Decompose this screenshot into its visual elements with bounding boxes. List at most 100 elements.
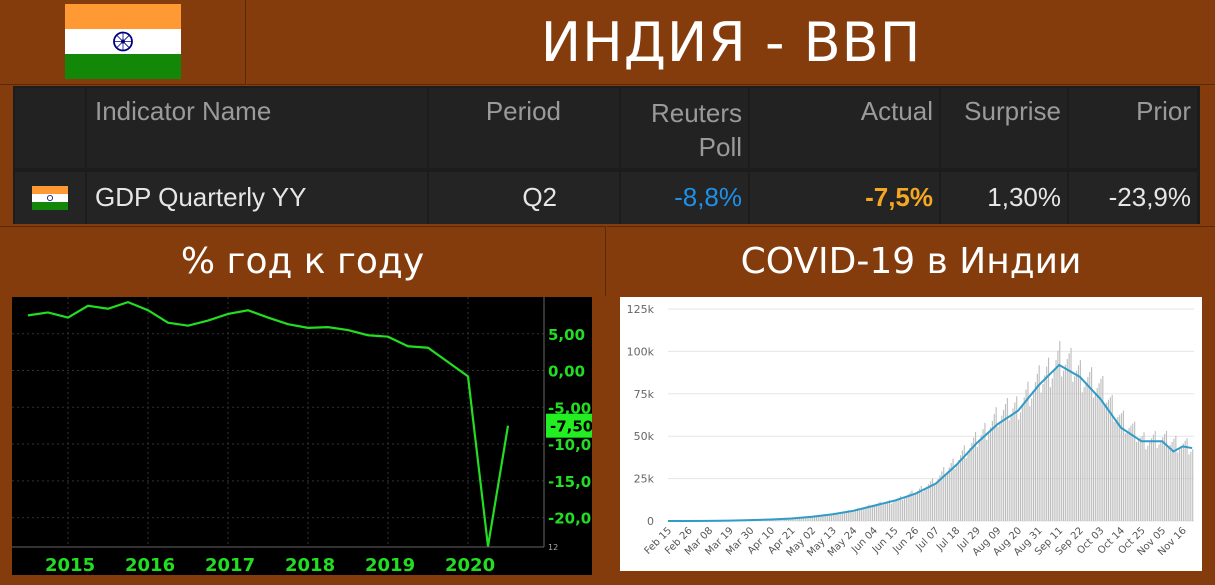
daily-case-bar bbox=[1186, 438, 1188, 521]
daily-case-bar bbox=[1003, 409, 1005, 521]
daily-case-bar bbox=[875, 504, 877, 521]
daily-case-bar bbox=[845, 510, 847, 521]
surprise-value: 1,30% bbox=[941, 172, 1067, 224]
daily-case-bar bbox=[960, 455, 962, 521]
daily-case-bar bbox=[1077, 365, 1080, 521]
daily-case-bar bbox=[1019, 412, 1022, 521]
daily-case-bar bbox=[819, 516, 821, 521]
daily-case-bar bbox=[926, 486, 928, 521]
daily-case-bar bbox=[804, 516, 806, 521]
daily-case-bar bbox=[896, 499, 898, 521]
daily-case-bar bbox=[1081, 392, 1083, 521]
moving-average-line bbox=[668, 363, 1193, 522]
daily-case-bar bbox=[1008, 420, 1010, 521]
daily-case-bar bbox=[924, 489, 926, 521]
daily-case-bar bbox=[1115, 419, 1117, 521]
daily-case-bar bbox=[883, 503, 885, 521]
daily-case-bar bbox=[851, 510, 853, 521]
daily-case-bar bbox=[836, 512, 838, 521]
daily-case-bar bbox=[1010, 414, 1012, 521]
daily-case-bar bbox=[1192, 449, 1194, 521]
daily-case-bar bbox=[892, 502, 894, 521]
daily-case-bar bbox=[1027, 381, 1029, 521]
daily-case-bar bbox=[782, 518, 784, 521]
daily-case-bar bbox=[1055, 360, 1057, 521]
india-flag-small-icon bbox=[32, 186, 68, 210]
daily-case-bar bbox=[1177, 452, 1179, 521]
daily-case-bar bbox=[802, 517, 804, 521]
y-tick-label: 50k bbox=[634, 430, 655, 443]
daily-case-bar bbox=[1139, 437, 1141, 521]
daily-case-bar bbox=[950, 462, 952, 521]
daily-case-bar bbox=[1059, 341, 1061, 521]
daily-case-bar bbox=[787, 518, 789, 521]
daily-case-bar bbox=[1171, 441, 1173, 521]
daily-case-bar bbox=[978, 441, 980, 521]
daily-case-bar bbox=[1083, 387, 1085, 521]
daily-case-bar bbox=[1119, 414, 1121, 521]
daily-case-bar bbox=[1160, 440, 1162, 521]
daily-case-bar bbox=[1042, 384, 1044, 521]
daily-case-bar bbox=[1152, 434, 1154, 521]
daily-case-bar bbox=[931, 478, 934, 521]
daily-case-bar bbox=[997, 426, 999, 521]
daily-case-bar bbox=[821, 515, 823, 521]
daily-case-bar bbox=[1165, 430, 1168, 521]
daily-case-bar bbox=[812, 516, 814, 521]
right-section-title: COVID-19 в Индии bbox=[607, 226, 1215, 296]
corner-label: 12 bbox=[548, 543, 558, 552]
daily-case-bar bbox=[1145, 449, 1147, 521]
daily-case-bar bbox=[1162, 437, 1164, 521]
daily-case-bar bbox=[1062, 370, 1065, 521]
daily-case-bar bbox=[1034, 382, 1037, 521]
daily-case-bar bbox=[894, 501, 896, 521]
daily-case-bar bbox=[1040, 392, 1042, 521]
y-tick-label: 75k bbox=[634, 388, 655, 401]
table-header-flag-cell bbox=[15, 88, 85, 168]
daily-case-bar bbox=[986, 439, 988, 521]
daily-case-bar bbox=[1068, 353, 1070, 521]
column-header-surprise: Surprise bbox=[941, 88, 1067, 168]
daily-case-bar bbox=[1031, 398, 1033, 521]
daily-case-bar bbox=[1180, 446, 1183, 521]
daily-case-bar bbox=[922, 491, 924, 521]
daily-case-bar bbox=[1047, 357, 1050, 521]
daily-case-bar bbox=[830, 514, 832, 521]
daily-case-bar bbox=[1085, 381, 1087, 521]
daily-case-bar bbox=[842, 512, 844, 521]
daily-case-bar bbox=[1006, 398, 1008, 521]
daily-case-bar bbox=[1074, 376, 1076, 521]
reuters-line-2: Poll bbox=[698, 132, 742, 162]
daily-case-bar bbox=[920, 486, 922, 521]
page-title: ИНДИЯ - ВВП bbox=[540, 10, 922, 74]
daily-case-bar bbox=[789, 518, 791, 521]
daily-case-bar bbox=[982, 429, 984, 521]
daily-case-bar bbox=[1164, 433, 1166, 521]
daily-case-bar bbox=[810, 516, 812, 521]
daily-case-bar bbox=[1167, 448, 1169, 521]
daily-case-bar bbox=[1004, 403, 1007, 521]
daily-case-bar bbox=[973, 437, 975, 521]
daily-case-bar bbox=[905, 496, 907, 521]
daily-case-bar bbox=[941, 471, 943, 521]
daily-case-bar bbox=[1089, 371, 1091, 521]
daily-case-bar bbox=[1173, 438, 1175, 521]
daily-case-bar bbox=[1064, 364, 1066, 521]
daily-case-bar bbox=[1137, 439, 1139, 521]
daily-case-bar bbox=[1169, 445, 1171, 521]
daily-case-bar bbox=[1102, 375, 1104, 521]
daily-case-bar bbox=[1135, 441, 1138, 521]
daily-case-bar bbox=[1033, 390, 1035, 521]
daily-case-bar bbox=[989, 427, 992, 521]
daily-case-bar bbox=[838, 514, 840, 521]
column-header-indicator: Indicator Name bbox=[87, 88, 427, 168]
daily-case-bar bbox=[832, 514, 834, 521]
daily-case-bar bbox=[1023, 397, 1025, 521]
daily-case-bar bbox=[1143, 432, 1145, 521]
indicator-name[interactable]: GDP Quarterly YY bbox=[87, 172, 427, 224]
actual-value: -7,5% bbox=[750, 172, 939, 224]
gdp-yoy-chart-panel: 5,00 0,00 -5,00 -10,00 -15,00 -20,00 -7,50 12 20… bbox=[12, 297, 602, 576]
flag-cell bbox=[0, 0, 246, 85]
daily-case-bar bbox=[815, 515, 817, 521]
